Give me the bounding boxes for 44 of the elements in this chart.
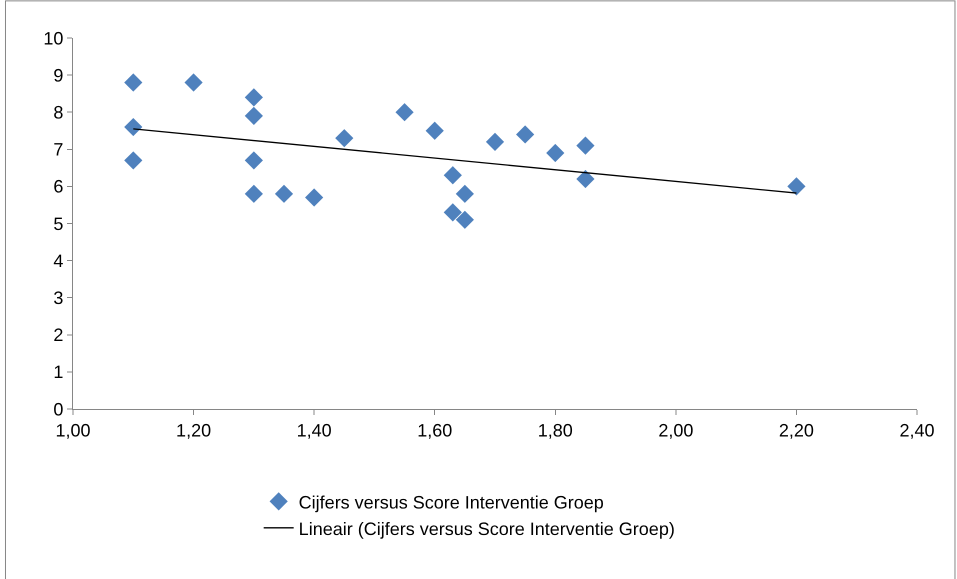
point <box>426 122 444 140</box>
point <box>184 73 203 92</box>
point <box>124 73 142 92</box>
x-tick-label: 1,40 <box>296 420 332 441</box>
x-tick-label: 1,80 <box>538 420 573 441</box>
point <box>124 118 142 136</box>
y-tick-label: 1 <box>53 362 64 382</box>
point <box>335 129 354 148</box>
point <box>546 144 564 162</box>
y-tick-label: 7 <box>53 140 64 160</box>
point <box>576 170 595 188</box>
y-tick-label: 5 <box>53 214 64 234</box>
point <box>124 151 142 170</box>
y-tick-label: 9 <box>53 65 64 86</box>
y-tick-label: 8 <box>53 102 64 122</box>
point <box>787 177 806 196</box>
point <box>444 203 462 222</box>
x-tick-label: 1,60 <box>417 420 452 441</box>
y-tick-label: 10 <box>43 28 64 48</box>
y-tick-label: 6 <box>53 176 64 197</box>
point <box>456 184 474 203</box>
y-tick-label: 4 <box>53 250 64 271</box>
point <box>244 88 263 106</box>
legend-label: Lineair (Cijfers versus Score Interventie Groep) <box>298 518 675 539</box>
y-tick-label: 3 <box>53 288 64 308</box>
legend-label: Cijfers versus Score Interventie Groep <box>298 492 604 512</box>
y-tick-label: 0 <box>53 399 64 420</box>
x-tick-label: 2,40 <box>899 420 935 441</box>
point <box>516 125 534 144</box>
y-tick-label: 2 <box>53 325 64 346</box>
point <box>456 210 474 229</box>
point <box>486 132 504 151</box>
point <box>576 136 595 155</box>
x-tick-label: 1,00 <box>55 420 91 441</box>
point <box>305 188 324 207</box>
point <box>244 106 263 126</box>
x-tick-label: 2,00 <box>658 420 694 441</box>
point <box>444 166 462 184</box>
point <box>395 103 414 122</box>
x-tick-label: 1,20 <box>176 420 212 441</box>
point <box>244 184 263 203</box>
point <box>274 184 294 203</box>
x-tick-label: 2,20 <box>778 420 814 441</box>
point <box>244 151 263 170</box>
